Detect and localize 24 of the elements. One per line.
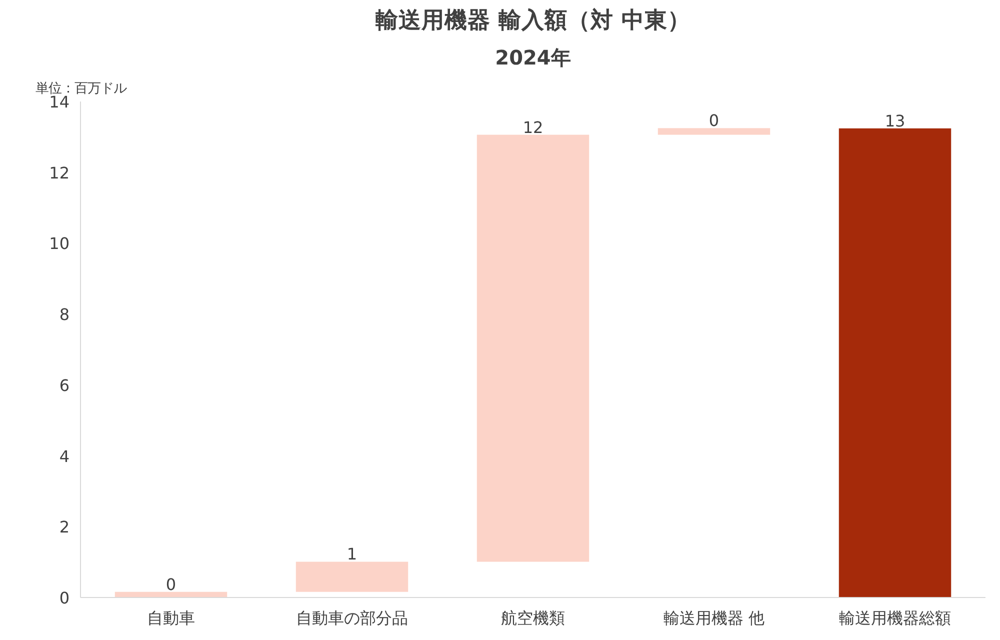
text: 単位：百万ドル — [36, 82, 126, 96]
x-tick-label: 自動車 — [147, 608, 195, 628]
x-tick-label: 輸送用機器総額 — [839, 608, 951, 628]
y-tick-label: 6 — [59, 376, 70, 395]
bar — [658, 128, 770, 135]
chart-subtitle: 2024年 — [495, 46, 571, 70]
bar — [476, 134, 590, 562]
y-tick-label: 8 — [59, 305, 70, 324]
x-tick-label: 航空機類 — [501, 608, 565, 628]
y-tick-label: 0 — [59, 588, 70, 608]
x-tick-label: 輸送用機器 他 — [663, 608, 765, 628]
x-tick-label: 自動車の部分品 — [296, 608, 408, 628]
y-tick-label: 2 — [59, 518, 70, 537]
data-label: 12 — [522, 118, 544, 137]
data-label: 13 — [884, 111, 906, 130]
data-label: 1 — [346, 544, 358, 564]
data-label: 0 — [166, 574, 176, 594]
bar — [838, 128, 952, 598]
y-tick-label: 10 — [49, 234, 70, 254]
y-tick-label: 4 — [59, 446, 70, 466]
bar — [296, 562, 408, 592]
chart-title: 輸送用機器 輸入額（対 中東） — [374, 6, 690, 34]
data-label: 0 — [708, 111, 720, 130]
y-tick-label: 12 — [49, 163, 70, 182]
